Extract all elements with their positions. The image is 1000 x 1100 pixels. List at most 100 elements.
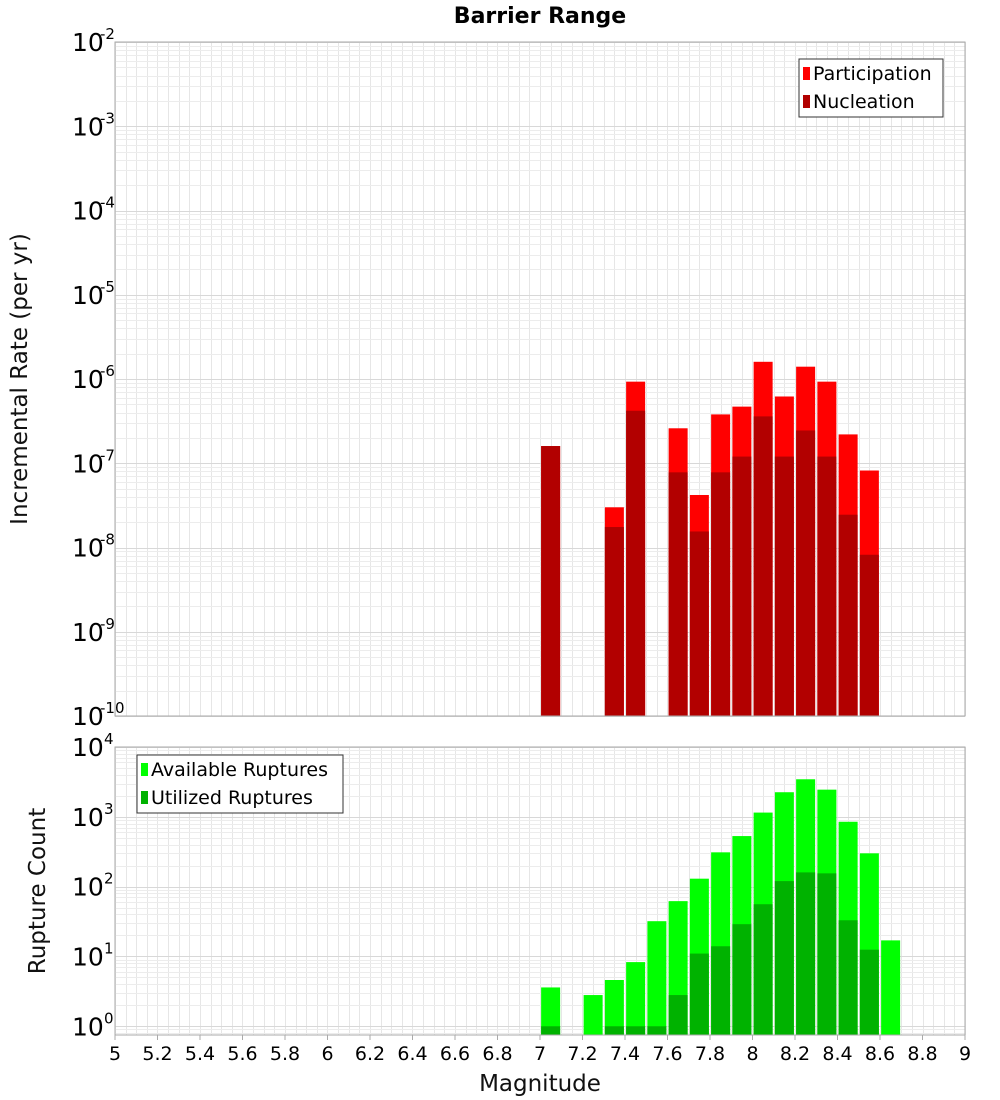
legend <box>136 754 344 814</box>
bar-1-4 <box>647 1026 667 1035</box>
x-tick-label: 6.6 <box>440 1043 470 1065</box>
legend-swatch-0 <box>141 763 148 776</box>
legend-label-1: Nucleation <box>813 91 915 113</box>
bar-1-2 <box>604 1026 624 1035</box>
bar-0-4 <box>647 921 667 1035</box>
x-tick-label: 5.6 <box>227 1043 257 1065</box>
bar-1-8 <box>732 924 752 1035</box>
bar-1-7 <box>711 946 731 1035</box>
y-tick-base: 10 <box>72 702 104 731</box>
bar-1-0 <box>541 446 561 716</box>
x-tick-label: 7.6 <box>652 1043 682 1065</box>
x-tick-label: 6.4 <box>397 1043 427 1065</box>
y-tick-exp: 2 <box>104 870 114 888</box>
bar-1-9 <box>753 904 773 1035</box>
bar-1-12 <box>817 873 837 1035</box>
legend-swatch-1 <box>141 791 148 804</box>
bar-1-0 <box>541 1026 561 1035</box>
y-axis-label: Rupture Count <box>25 808 51 974</box>
y-tick-base: 10 <box>72 618 104 647</box>
y-tick-exp: -2 <box>100 25 115 43</box>
y-tick-exp: -10 <box>100 699 125 717</box>
x-tick-label: 6 <box>321 1043 333 1065</box>
chart-title: Barrier Range <box>454 4 626 29</box>
bar-1-9 <box>796 430 816 716</box>
bar-1-11 <box>838 514 858 716</box>
bar-1-10 <box>817 456 837 716</box>
y-tick-base: 10 <box>72 1012 104 1041</box>
y-tick-exp: 1 <box>104 939 114 957</box>
y-tick-base: 10 <box>72 942 104 971</box>
legend-box <box>798 58 944 118</box>
x-tick-label: 8 <box>746 1043 758 1065</box>
x-tick-label: 7.8 <box>695 1043 725 1065</box>
x-tick-label: 8.6 <box>865 1043 895 1065</box>
legend <box>798 58 944 118</box>
x-tick-label: 5.2 <box>142 1043 172 1065</box>
legend-swatch-1 <box>803 95 810 108</box>
legend-swatch-0 <box>803 67 810 80</box>
bar-0-3 <box>626 962 646 1035</box>
series-1 <box>541 410 879 716</box>
bar-1-10 <box>774 881 794 1035</box>
x-tick-label: 7 <box>534 1043 546 1065</box>
bar-1-12 <box>859 554 879 716</box>
bar-1-8 <box>774 456 794 716</box>
x-tick-label: 6.8 <box>482 1043 512 1065</box>
x-tick-label: 5 <box>109 1043 121 1065</box>
y-tick-exp: 4 <box>104 730 114 748</box>
y-tick-base: 10 <box>72 197 104 226</box>
y-tick-base: 10 <box>72 28 104 57</box>
bar-0-1 <box>583 995 603 1035</box>
bar-1-14 <box>859 949 879 1035</box>
y-tick-base: 10 <box>72 449 104 478</box>
legend-label-1: Utilized Ruptures <box>151 787 313 809</box>
y-tick-base: 10 <box>72 365 104 394</box>
series-1 <box>541 872 879 1035</box>
y-tick-base: 10 <box>72 281 104 310</box>
y-tick-exp: -5 <box>100 278 115 296</box>
bar-1-3 <box>668 472 688 716</box>
y-tick-base: 10 <box>72 873 104 902</box>
y-tick-exp: -6 <box>100 362 115 380</box>
y-tick-exp: -4 <box>100 194 115 212</box>
y-tick-exp: -8 <box>100 531 115 549</box>
y-tick-base: 10 <box>72 112 104 141</box>
y-tick-exp: -7 <box>100 446 115 464</box>
x-tick-label: 8.8 <box>907 1043 937 1065</box>
bar-1-7 <box>753 416 773 716</box>
bar-1-6 <box>732 456 752 716</box>
x-tick-label: 9 <box>959 1043 971 1065</box>
x-tick-label: 7.2 <box>567 1043 597 1065</box>
bar-1-13 <box>838 920 858 1035</box>
x-tick-label: 6.2 <box>355 1043 385 1065</box>
bar-0-2 <box>604 980 624 1035</box>
x-axis-label: Magnitude <box>479 1071 601 1097</box>
bar-0-0 <box>541 987 561 1035</box>
legend-label-0: Participation <box>813 63 932 85</box>
bar-1-2 <box>626 410 646 716</box>
bar-1-5 <box>668 995 688 1035</box>
x-tick-label: 7.4 <box>610 1043 640 1065</box>
bar-1-3 <box>626 1026 646 1035</box>
bar-0-15 <box>881 940 901 1035</box>
y-tick-exp: 0 <box>104 1009 114 1027</box>
bar-1-11 <box>796 872 816 1035</box>
legend-label-0: Available Ruptures <box>151 759 328 781</box>
legend-box <box>136 754 344 814</box>
bar-1-5 <box>711 472 731 716</box>
y-tick-base: 10 <box>72 733 104 762</box>
y-tick-base: 10 <box>72 534 104 563</box>
y-tick-base: 10 <box>72 803 104 832</box>
y-axis-label: Incremental Rate (per yr) <box>7 233 33 525</box>
bar-1-4 <box>689 531 709 716</box>
x-tick-label: 8.2 <box>780 1043 810 1065</box>
bar-1-6 <box>689 953 709 1035</box>
bar-1-1 <box>604 527 624 716</box>
x-tick-label: 5.8 <box>270 1043 300 1065</box>
grid-lines <box>115 42 966 717</box>
x-tick-label: 5.4 <box>185 1043 215 1065</box>
y-tick-exp: -3 <box>100 109 115 127</box>
